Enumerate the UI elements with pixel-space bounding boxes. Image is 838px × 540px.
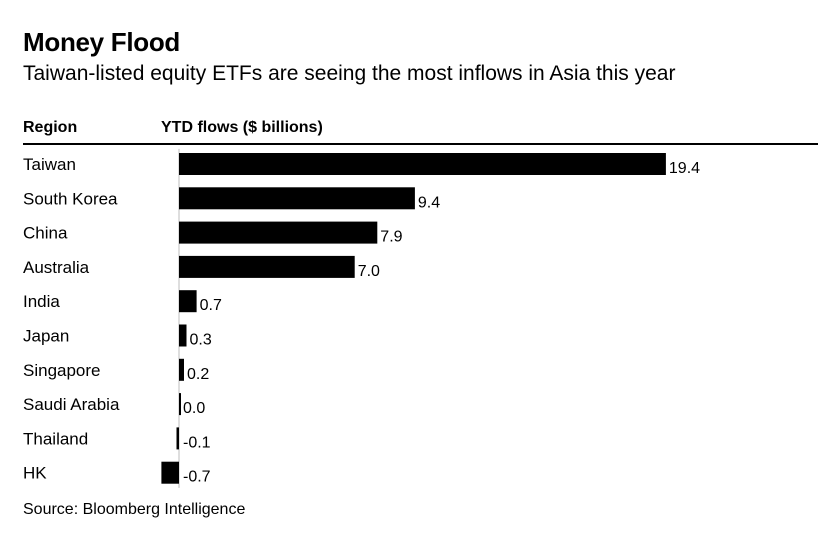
category-label: India	[23, 292, 60, 311]
bar	[179, 187, 415, 210]
category-label: South Korea	[23, 189, 118, 208]
value-label: 0.7	[200, 297, 222, 314]
value-label: 0.2	[187, 366, 209, 383]
header-rule	[23, 143, 818, 145]
bar	[179, 393, 181, 416]
value-label: 19.4	[669, 160, 700, 177]
bar	[179, 290, 197, 313]
value-label: 9.4	[418, 194, 440, 211]
bar	[161, 461, 179, 484]
chart-subtitle: Taiwan-listed equity ETFs are seeing the…	[23, 62, 676, 85]
bars-layer: Taiwan 19.4 South Korea 9.4 China 7.9 Australi…	[23, 148, 700, 488]
category-label: Japan	[23, 327, 69, 346]
value-label: -0.7	[183, 469, 211, 486]
bar	[176, 427, 179, 450]
category-label: Saudi Arabia	[23, 395, 120, 414]
value-label: 0.0	[183, 400, 205, 417]
category-label: China	[23, 224, 68, 243]
category-label: Thailand	[23, 429, 88, 448]
value-label: 0.3	[190, 332, 212, 349]
bar	[179, 153, 666, 175]
value-label: -0.1	[183, 434, 211, 451]
bar	[179, 358, 184, 381]
category-label: HK	[23, 464, 47, 483]
region-column-header: Region	[23, 119, 78, 136]
value-column-header: YTD flows ($ billions)	[161, 119, 323, 136]
category-label: Australia	[23, 258, 90, 277]
category-label: Taiwan	[23, 155, 76, 174]
source-note: Source: Bloomberg Intelligence	[23, 501, 246, 518]
bar	[179, 255, 355, 278]
bar-chart: Taiwan 19.4 South Korea 9.4 China 7.9 Australi…	[23, 148, 700, 488]
chart-title: Money Flood	[23, 27, 181, 57]
bar	[179, 221, 378, 244]
bar	[179, 324, 187, 347]
value-label: 7.0	[358, 263, 380, 280]
value-label: 7.9	[380, 229, 402, 246]
category-label: Singapore	[23, 361, 101, 380]
